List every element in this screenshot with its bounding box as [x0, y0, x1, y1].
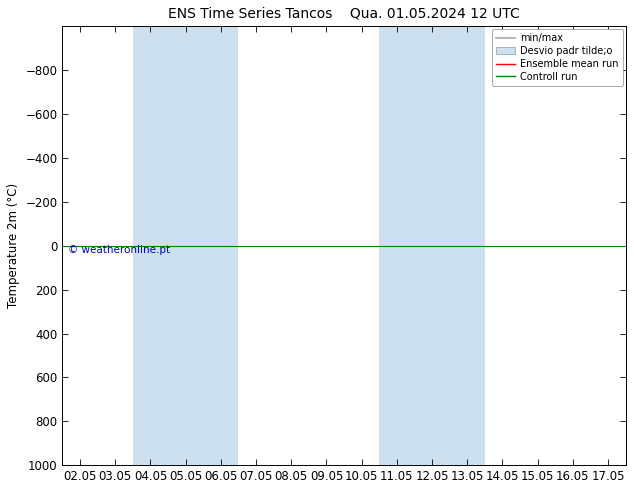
Y-axis label: Temperature 2m (°C): Temperature 2m (°C) [7, 183, 20, 308]
Bar [133, 26, 238, 465]
Title: ENS Time Series Tancos    Qua. 01.05.2024 12 UTC: ENS Time Series Tancos Qua. 01.05.2024 1… [168, 7, 520, 21]
Bar [379, 26, 485, 465]
Text: © weatheronline.pt: © weatheronline.pt [68, 245, 171, 255]
Legend: min/max, Desvio padr tilde;o, Ensemble mean run, Controll run: min/max, Desvio padr tilde;o, Ensemble m… [492, 29, 623, 86]
